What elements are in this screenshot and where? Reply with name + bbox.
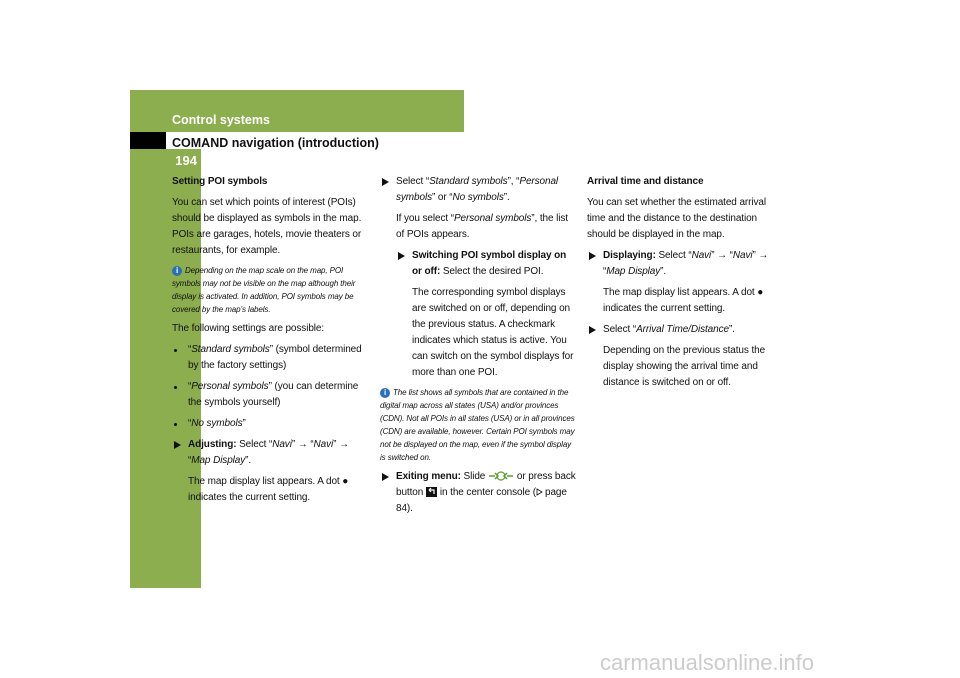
paragraph: The map display list appears. A dot ● in… <box>188 476 349 503</box>
text-run: or press back button <box>396 471 576 498</box>
text-run: “ <box>188 344 192 355</box>
text-run: Select the desired POI. <box>440 266 544 277</box>
bullet-dot <box>174 386 177 389</box>
paragraph: The map display list appears. A dot ● in… <box>603 287 764 314</box>
text-run: No symbols <box>452 192 504 203</box>
step-arrow <box>382 473 389 481</box>
bullet-dot <box>174 423 177 426</box>
column: Select “Standard symbols”, “Personal sym… <box>380 174 576 522</box>
paragraph: Depending on the previous status the dis… <box>603 345 766 388</box>
text-run: “ <box>188 381 192 392</box>
text-run: Slide <box>460 471 488 482</box>
text-run: Navi <box>272 439 292 450</box>
text-run: Personal symbols <box>191 381 269 392</box>
note: i The list shows all symbols that are con… <box>380 386 576 464</box>
header-band <box>130 90 464 132</box>
text-run: Map Display <box>191 455 246 466</box>
text-run: If you select “ <box>396 213 454 224</box>
text-run: ”, the list of POIs appears. <box>396 213 568 240</box>
text-run: Personal symbols <box>453 213 532 224</box>
text-run: ”. <box>728 324 735 335</box>
bullet: “Personal symbols” (you can determine th… <box>172 379 369 411</box>
text-run: ” or “ <box>431 192 453 203</box>
text-run: Arrival Time/Distance <box>636 324 729 335</box>
text-run: ”, “ <box>507 176 520 187</box>
bullet: “Standard symbols” (symbol determined by… <box>172 342 369 374</box>
text-run: Standard symbols <box>191 344 270 355</box>
text-run: Displaying: <box>603 250 656 261</box>
paragraph: The following settings are possible: <box>172 323 325 334</box>
text-run: ” → “ <box>711 250 733 261</box>
step-arrow <box>174 441 181 449</box>
page-ref-icon <box>536 488 543 497</box>
note: i Depending on the map scale on the map, … <box>172 264 369 316</box>
text-run: Select “ <box>655 250 692 261</box>
info-icon: i <box>380 387 390 398</box>
step: Select “Arrival Time/Distance”. <box>587 322 781 338</box>
step: Displaying: Select “Navi” → “Navi” → “Ma… <box>587 248 781 280</box>
text-run: Personal symbols <box>396 176 559 203</box>
column: Setting POI symbols You can set which po… <box>172 174 369 511</box>
paragraph: You can set which points of interest (PO… <box>172 197 362 256</box>
text-run: in the center console ( <box>439 487 536 498</box>
paragraph: The corresponding symbol displays are sw… <box>412 287 574 378</box>
text-run: ”. <box>660 266 667 277</box>
step-arrow <box>589 252 596 260</box>
text-run: Exiting menu: <box>396 471 461 482</box>
text-run: No symbols <box>191 418 243 429</box>
text-run: Select “ <box>236 439 273 450</box>
text-run: Navi <box>691 250 712 261</box>
text-run: Navi <box>313 439 334 450</box>
slide-icon <box>488 471 513 481</box>
text-run: ” (you can determine the symbols yoursel… <box>188 381 359 408</box>
paragraph: You can set whether the estimated arriva… <box>587 197 766 240</box>
paragraph: If you select “Personal symbols”, the li… <box>380 211 576 243</box>
page-number: 194 <box>175 153 197 168</box>
bullet: “No symbols” <box>172 416 369 432</box>
column: Arrival time and distance You can set wh… <box>587 174 781 396</box>
step: Select “Standard symbols”, “Personal sym… <box>380 174 576 206</box>
text-run: Switching POI symbol display on or off: <box>412 250 567 277</box>
heading: Setting POI symbols <box>172 176 268 187</box>
watermark: carmanualsonline.info <box>600 650 815 675</box>
text-run: ”. <box>245 455 252 466</box>
step-arrow <box>382 178 389 186</box>
bullet-dot <box>174 349 177 352</box>
text-run: Select “ <box>603 324 637 335</box>
text-run: ” (symbol determined by the factory sett… <box>188 344 362 371</box>
text-run: ” <box>242 418 246 429</box>
step: Adjusting: Select “Navi” → “Navi” → “Map… <box>172 437 369 469</box>
step-arrow <box>589 326 596 334</box>
note-text: Depending on the map scale on the map, P… <box>172 266 356 314</box>
page-tab: 194 <box>130 149 201 588</box>
text-run: ” → “ <box>603 250 769 277</box>
text-run: Map Display <box>606 266 661 277</box>
subsection-title: COMAND navigation (introduction) <box>172 136 379 150</box>
step: Switching POI symbol display on or off: … <box>396 248 576 280</box>
text-run: page 84). <box>396 487 567 514</box>
section-title: Control systems <box>172 113 270 127</box>
text-run: ”. <box>503 192 510 203</box>
text-run: ” → “ <box>291 439 314 450</box>
note-text: The list shows all symbols that are cont… <box>380 388 575 462</box>
text-run: Navi <box>732 250 753 261</box>
text-run: “ <box>188 418 192 429</box>
text-run: ” → “ <box>188 439 349 466</box>
header-marker <box>130 132 166 149</box>
text-run: Select “ <box>396 176 430 187</box>
info-icon: i <box>172 265 182 276</box>
step: Exiting menu: Slide or press back button… <box>380 469 576 517</box>
text-run: Adjusting: <box>188 439 237 450</box>
heading: Arrival time and distance <box>587 176 704 187</box>
text-run: Standard symbols <box>429 176 508 187</box>
back-button-icon <box>425 487 437 498</box>
step-arrow <box>398 252 405 260</box>
